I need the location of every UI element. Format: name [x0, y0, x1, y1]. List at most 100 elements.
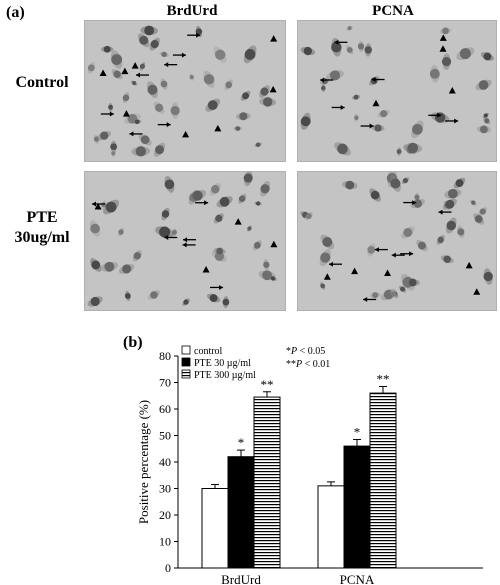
arrow-head — [166, 122, 171, 128]
x-category-label: PCNA — [340, 572, 375, 585]
arrow-head — [437, 112, 442, 118]
arrowhead-marker — [122, 110, 130, 117]
cell-nucleus — [216, 247, 224, 255]
cell-nucleus — [321, 85, 326, 91]
arrow-head — [369, 123, 374, 129]
cell — [148, 290, 161, 300]
cell-nucleus — [183, 299, 189, 305]
cell — [259, 85, 270, 98]
arrow-head — [320, 77, 325, 83]
cell-nucleus — [100, 131, 109, 140]
cell — [118, 227, 124, 237]
cell — [480, 52, 494, 61]
cell-nucleus — [122, 264, 132, 274]
arrow-head — [164, 234, 169, 240]
arrow-marker — [183, 237, 197, 243]
cell — [476, 125, 491, 134]
significance-annotation: * — [238, 435, 245, 450]
cell-nucleus — [372, 292, 379, 299]
cell-nucleus — [203, 74, 215, 85]
y-tick-label: 0 — [165, 561, 171, 575]
arrowhead-marker — [465, 261, 473, 269]
cell-nucleus — [219, 196, 230, 207]
cell — [161, 207, 170, 221]
cell-nucleus — [161, 51, 167, 58]
arrow-head — [109, 111, 114, 117]
significance-annotation: * — [354, 424, 361, 439]
bar — [343, 445, 371, 569]
cell-nucleus — [87, 64, 95, 72]
arrow-marker — [164, 62, 178, 68]
cell — [139, 62, 146, 71]
legend-label: PTE 30 µg/ml — [194, 358, 251, 369]
cell-nucleus — [161, 210, 170, 218]
cell — [110, 140, 118, 153]
arrowhead-marker — [439, 45, 447, 52]
cell — [304, 211, 313, 221]
cell-nucleus — [90, 296, 100, 307]
cell — [222, 296, 230, 309]
cell-nucleus — [471, 200, 476, 205]
cell — [140, 25, 158, 36]
cell — [252, 240, 262, 251]
cell-nucleus — [474, 215, 483, 223]
cell-nucleus — [400, 286, 406, 292]
cell-nucleus — [396, 149, 402, 154]
cell-nucleus — [215, 214, 223, 222]
cell-nucleus — [150, 40, 159, 49]
cell — [213, 213, 224, 224]
cell — [205, 98, 221, 112]
cell-nucleus — [225, 81, 233, 89]
cell-nucleus — [322, 237, 333, 247]
panel-a-label: (a) — [6, 4, 25, 21]
arrowhead-marker — [131, 62, 139, 69]
cell-nucleus — [135, 146, 146, 157]
cell — [137, 33, 150, 48]
cell — [354, 113, 359, 122]
cell — [369, 292, 381, 299]
cell — [320, 234, 335, 250]
cell — [207, 293, 221, 303]
cell — [213, 46, 227, 63]
arrow-marker — [172, 52, 186, 58]
cell — [259, 97, 277, 107]
bar — [369, 392, 397, 569]
y-tick-label: 10 — [159, 535, 171, 549]
cell — [138, 133, 152, 146]
arrowhead-marker — [202, 265, 210, 273]
cell — [405, 278, 420, 287]
cell-nucleus — [331, 41, 342, 53]
arrow-head — [329, 261, 334, 267]
cell — [300, 112, 311, 130]
x-category-label: BrdUrd — [221, 572, 261, 585]
cell — [87, 296, 103, 307]
cell-nucleus — [337, 143, 348, 155]
arrow-head — [454, 118, 459, 124]
cell — [87, 61, 95, 74]
arrow-head — [129, 131, 134, 137]
arrowhead-marker — [94, 202, 102, 210]
arrow-marker — [320, 77, 334, 83]
cell — [147, 81, 158, 99]
arrow-head — [409, 251, 414, 257]
arrow-marker — [100, 111, 114, 117]
cell — [203, 70, 215, 89]
arrowhead-marker — [372, 99, 380, 107]
cell-nucleus — [329, 70, 341, 81]
cell-nucleus — [263, 261, 270, 268]
cell-nucleus — [364, 46, 372, 54]
cell — [195, 25, 203, 38]
significance-annotation: ** — [261, 377, 274, 392]
cell-nucleus — [455, 179, 464, 188]
cell — [371, 124, 385, 132]
cell-nucleus — [478, 80, 489, 90]
cell — [130, 80, 138, 86]
bar — [317, 485, 345, 569]
cell-nucleus — [122, 94, 130, 102]
cell-nucleus — [256, 201, 261, 206]
cell-nucleus — [239, 112, 248, 121]
cell — [436, 234, 445, 245]
cell — [216, 196, 233, 208]
arrow-head — [196, 32, 201, 38]
y-tick-label: 30 — [159, 482, 171, 496]
